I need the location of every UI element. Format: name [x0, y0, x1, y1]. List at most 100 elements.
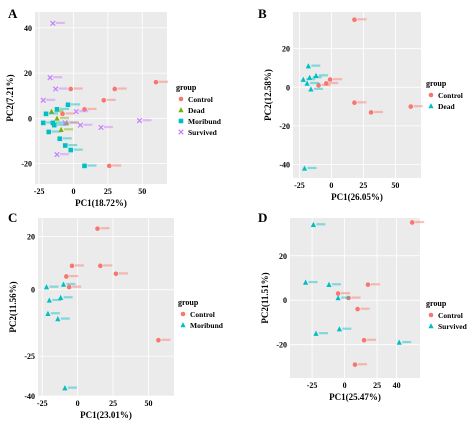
data-point — [64, 274, 69, 279]
x-tick-label: 50 — [138, 187, 146, 196]
legend-entry-label: Control — [438, 311, 463, 320]
point-label-mark — [402, 340, 412, 344]
data-point — [156, 337, 161, 343]
legend-key — [178, 118, 184, 124]
data-point — [396, 339, 402, 345]
point-label-mark — [72, 285, 82, 288]
data-point — [136, 117, 143, 124]
point-label-mark — [52, 298, 62, 302]
plot-background — [35, 12, 167, 184]
point-label-mark — [341, 296, 351, 299]
x-tick-label: 0 — [72, 187, 76, 196]
y-tick-label: -25 — [24, 352, 35, 361]
x-tick-label: 25 — [359, 181, 367, 190]
data-point — [60, 281, 67, 287]
point-label-mark — [333, 78, 343, 81]
point-label-mark — [310, 81, 320, 85]
point-label-mark — [371, 283, 380, 286]
cross-stroke — [73, 108, 79, 115]
data-point — [46, 297, 52, 303]
legend: group Control Dead — [426, 79, 463, 111]
data-point — [409, 220, 415, 225]
data-point — [361, 337, 367, 343]
data-point — [335, 295, 341, 301]
point-label-mark — [55, 121, 65, 124]
y-axis-label: PC2(7.21%) — [5, 74, 15, 121]
data-point — [68, 147, 74, 153]
data-point — [113, 271, 119, 277]
x-tick-label: 0 — [76, 399, 80, 408]
point-label-mark — [112, 164, 122, 167]
data-point — [62, 143, 68, 148]
x-tick-label: 0 — [329, 181, 333, 190]
data-point — [55, 316, 61, 322]
point-label-mark — [60, 153, 69, 156]
point-label-mark — [73, 87, 83, 90]
data-point — [308, 86, 314, 92]
point-label-mark — [58, 87, 68, 90]
data-point — [40, 120, 46, 126]
legend-entry-label: Control — [438, 91, 463, 100]
series-control — [335, 220, 425, 367]
y-tick-label: -20 — [276, 341, 287, 350]
data-point — [336, 326, 342, 332]
data-point — [47, 74, 53, 81]
data-point — [54, 107, 60, 112]
y-tick-label: 0 — [283, 296, 287, 305]
legend-key — [180, 311, 186, 317]
data-point — [301, 165, 308, 171]
data-point — [73, 108, 79, 115]
cross-stroke — [40, 97, 46, 103]
legend-title: group — [178, 298, 199, 307]
data-point — [43, 111, 49, 117]
y-tick-label: 0 — [28, 114, 32, 123]
series-control — [60, 79, 168, 169]
x-tick-label: -25 — [307, 381, 318, 390]
panel-letter: D — [258, 210, 267, 225]
legend-key — [428, 92, 434, 98]
y-tick-label: 40 — [24, 24, 32, 33]
data-point — [65, 102, 71, 108]
point-label-mark — [358, 363, 367, 366]
point-label-mark — [69, 121, 79, 124]
point-label-mark — [351, 296, 361, 299]
point-label-mark — [60, 116, 69, 120]
cross-stroke — [62, 120, 68, 126]
point-label-mark — [68, 144, 78, 147]
data-point — [66, 284, 72, 290]
point-label-mark — [63, 296, 73, 299]
point-label-mark — [83, 123, 93, 126]
data-point — [112, 86, 118, 92]
legend-key — [180, 322, 186, 328]
data-point — [45, 310, 51, 316]
legend-entry-label: Survived — [438, 322, 468, 331]
data-point — [57, 136, 63, 142]
x-axis-label: PC1(18.72%) — [75, 198, 127, 208]
plot-background — [290, 218, 420, 378]
point-label-mark — [68, 121, 78, 124]
data-point — [352, 17, 357, 23]
point-label-mark — [87, 107, 97, 111]
legend-title: group — [176, 83, 197, 92]
point-label-mark — [161, 338, 171, 341]
data-point — [346, 295, 351, 301]
data-point — [327, 77, 333, 82]
y-tick-label: 20 — [24, 69, 32, 78]
data-point — [50, 20, 56, 27]
cross-stroke — [52, 86, 59, 92]
panel-b: B -25 0 25 50 -40 -20 0 20 PC1(26.05%) PC2(12.58%)… — [258, 6, 463, 202]
point-label-mark — [55, 21, 65, 25]
point-label-mark — [71, 103, 80, 106]
point-label-mark — [50, 312, 60, 315]
point-label-mark — [51, 130, 61, 133]
point-label-mark — [118, 272, 128, 275]
data-point — [52, 86, 59, 92]
data-point — [68, 86, 74, 92]
gridlines — [38, 218, 174, 397]
point-label-mark — [79, 110, 89, 113]
point-label-mark — [329, 81, 339, 85]
data-point — [77, 122, 84, 128]
legend: group Control Moribund — [178, 298, 224, 330]
legend-entry-label: Moribund — [188, 117, 222, 126]
data-point — [313, 72, 319, 78]
